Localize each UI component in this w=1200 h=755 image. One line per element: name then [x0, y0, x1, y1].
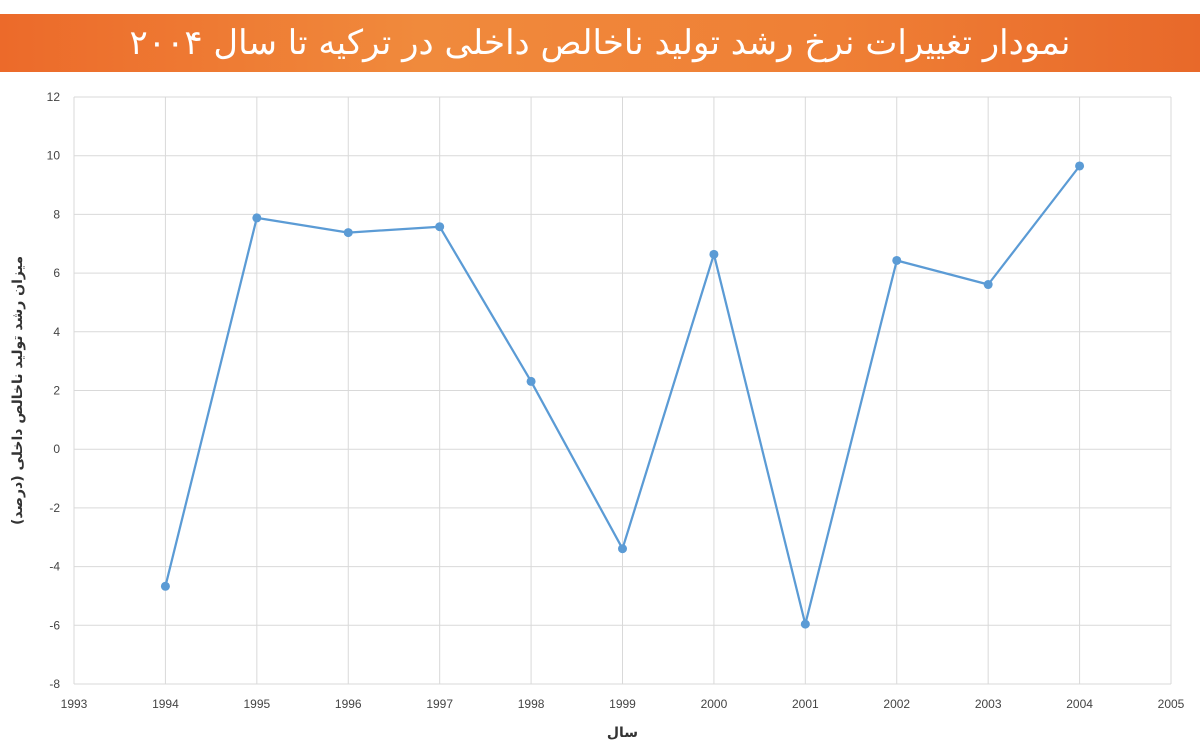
y-tick-label: -8: [49, 677, 60, 691]
y-tick-label: 10: [47, 149, 61, 163]
y-axis-title: میزان رشد تولید ناخالص داخلی (درصد): [10, 256, 26, 525]
x-tick-label: 1997: [426, 697, 453, 711]
data-point: [983, 280, 993, 290]
data-point: [618, 544, 627, 554]
title-banner: نمودار تغییرات نرخ رشد تولید ناخالص داخل…: [0, 14, 1200, 72]
x-tick-label: 1996: [335, 697, 362, 711]
y-tick-label: 8: [53, 207, 60, 221]
y-tick-label: 0: [53, 442, 60, 456]
y-tick-label: -6: [49, 618, 60, 632]
y-tick-label: 2: [53, 384, 60, 398]
data-point: [526, 376, 536, 386]
tick-labels: -8 -6 -4 -2 0 2 4 6 8 10 12 1993 1994 1995 1996 1997 199…: [47, 90, 1185, 711]
x-axis-title: سال: [607, 725, 638, 741]
x-tick-label: 2000: [701, 697, 728, 711]
chart-title: نمودار تغییرات نرخ رشد تولید ناخالص داخل…: [129, 23, 1071, 63]
x-tick-label: 2002: [883, 697, 910, 711]
data-point: [343, 228, 353, 238]
x-tick-label: 1998: [518, 697, 545, 711]
x-tick-label: 1995: [243, 697, 270, 711]
x-tick-label: 1993: [61, 697, 88, 711]
y-tick-label: 6: [53, 266, 60, 280]
x-tick-label: 2003: [975, 697, 1002, 711]
x-tick-label: 2004: [1066, 697, 1093, 711]
grid-lines: [73, 96, 1172, 685]
data-point: [709, 249, 719, 259]
x-tick-label: 2005: [1158, 697, 1185, 711]
y-tick-label: 4: [53, 325, 60, 339]
data-series: [160, 161, 1085, 629]
x-tick-label: 2001: [792, 697, 819, 711]
x-tick-label: 1994: [152, 697, 179, 711]
data-point: [160, 581, 170, 591]
y-tick-label: -2: [49, 501, 60, 515]
y-tick-label: 12: [47, 90, 61, 104]
data-point: [252, 213, 262, 223]
data-point: [892, 255, 902, 265]
data-point: [1075, 161, 1085, 171]
data-point: [800, 619, 810, 629]
x-tick-label: 1999: [609, 697, 636, 711]
data-point: [435, 222, 445, 232]
y-tick-label: -4: [49, 560, 60, 574]
